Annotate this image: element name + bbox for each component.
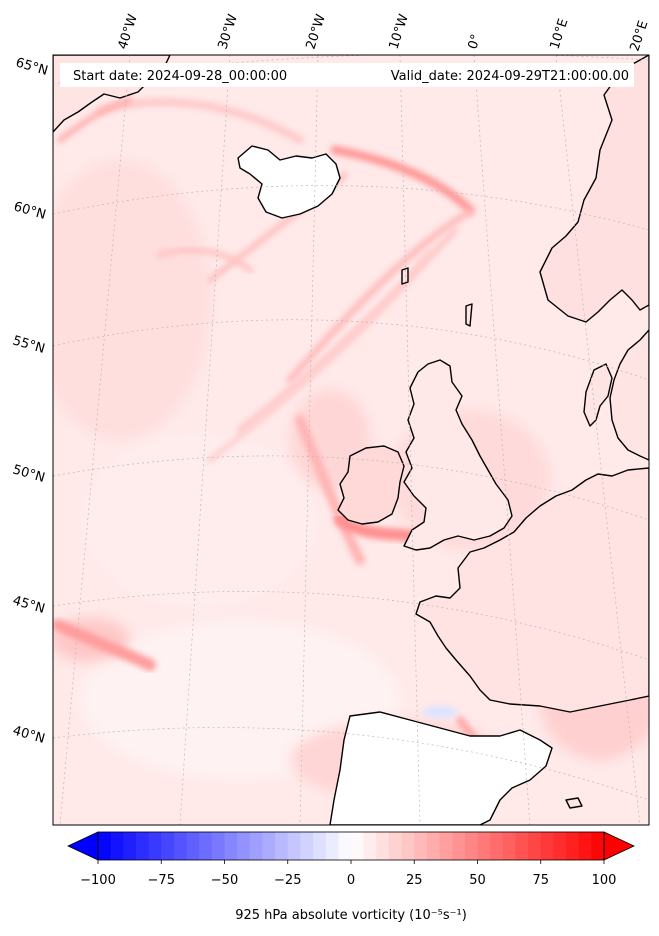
colorbar-segment [110, 832, 124, 860]
lon-label-10w: 10°W [387, 12, 412, 51]
colorbar-segment [388, 832, 403, 860]
latitude-labels: 65°N 60°N 55°N 50°N 45°N 40°N [11, 55, 50, 746]
colorbar-segment [186, 832, 200, 860]
colorbar-extend-high [603, 831, 635, 861]
colorbar-segment [515, 832, 529, 860]
colorbar-segment [490, 832, 504, 860]
scandinavia-coast [539, 55, 649, 323]
colorbar-segment [376, 832, 390, 860]
map-frame [52, 54, 650, 826]
colorbar-segment [275, 832, 289, 860]
lon-label-30w: 30°W [216, 12, 241, 51]
shetland-islands [465, 303, 473, 327]
colorbar-segment [401, 832, 415, 860]
iberia-coast [329, 711, 553, 825]
colorbar-segment [566, 832, 580, 860]
colorbar-segment [173, 832, 188, 860]
great-britain-coast [403, 359, 513, 551]
lat-label-45n: 45°N [11, 593, 47, 616]
colorbar-segment [287, 832, 301, 860]
colorbar-segment [578, 832, 592, 860]
colorbar-segment [224, 832, 238, 860]
colorbar-segment [452, 832, 466, 860]
colorbar-tick-label: −50 [211, 873, 238, 888]
colorbar-segment [237, 832, 251, 860]
colorbar-segment [135, 832, 150, 860]
colorbar-segment [363, 832, 377, 860]
colorbar-segment [414, 832, 428, 860]
lon-label-20e: 20°E [628, 19, 652, 53]
colorbar-tick-label: −25 [274, 873, 301, 888]
colorbar-label: 925 hPa absolute vorticity (10⁻⁵s⁻¹) [235, 908, 467, 923]
colorbar-segment [300, 832, 314, 860]
land-masses [53, 55, 649, 825]
colorbar-segment [199, 832, 213, 860]
colorbar-tick-label: 75 [532, 873, 549, 888]
lat-label-65n: 65°N [14, 55, 50, 78]
colorbar-segment [338, 832, 352, 860]
balearic-islands [565, 797, 583, 809]
colorbar-segment [426, 832, 441, 860]
map-panel: Start date: 2024-09-28_00:00:00 Valid_da… [53, 55, 649, 825]
faroe-islands [401, 267, 409, 285]
colorbar-segment [477, 832, 491, 860]
colorbar-segments [98, 832, 605, 860]
colorbar-extend-low [67, 831, 99, 861]
colorbar-segment [540, 832, 554, 860]
colorbar-segment [249, 832, 264, 860]
colorbar-segment [148, 832, 162, 860]
lat-label-60n: 60°N [12, 199, 48, 222]
colorbar-segment [123, 832, 137, 860]
colorbar-segment [591, 832, 605, 860]
lat-label-55n: 55°N [11, 333, 47, 356]
longitude-labels: 40°W 30°W 20°W 10°W 0° 10°E 20°E [116, 12, 652, 53]
colorbar-segment [325, 832, 339, 860]
colorbar-segment [502, 832, 517, 860]
colorbar-tick-label: 0 [347, 873, 355, 888]
lon-label-0: 0° [466, 33, 485, 52]
vorticity-bands [53, 97, 544, 777]
colorbar-tick-label: −75 [148, 873, 175, 888]
lon-label-20w: 20°W [304, 12, 329, 51]
sweden-coast [609, 329, 649, 461]
lat-label-50n: 50°N [11, 462, 47, 485]
colorbar-segment [98, 832, 112, 860]
colorbar-tick-label: 25 [406, 873, 423, 888]
colorbar-segment [313, 832, 327, 860]
colorbar-segment [262, 832, 276, 860]
colorbar-tick-label: −100 [80, 873, 116, 888]
lon-label-10e: 10°E [548, 17, 572, 51]
colorbar-segment [553, 832, 567, 860]
colorbar-segment [161, 832, 175, 860]
lon-label-40w: 40°W [116, 12, 141, 51]
start-date-label: Start date: 2024-09-28_00:00:00 [73, 69, 287, 84]
colorbar-tick-label: 50 [469, 873, 486, 888]
europe-coast [415, 467, 649, 713]
ireland-coast [337, 445, 405, 525]
denmark-coast [583, 363, 613, 427]
lat-label-40n: 40°N [11, 723, 47, 746]
colorbar: −100 −75 −50 −25 0 25 50 75 100 925 hPa absolute… [67, 831, 635, 923]
graticule [53, 55, 649, 825]
header-box [60, 63, 634, 87]
colorbar-segment [464, 832, 479, 860]
colorbar-segment [351, 832, 365, 860]
colorbar-segment [439, 832, 453, 860]
colorbar-ticks: −100 −75 −50 −25 0 25 50 75 100 [80, 860, 616, 888]
colorbar-tick-label: 100 [592, 873, 617, 888]
colorbar-segment [211, 832, 226, 860]
colorbar-segment [528, 832, 542, 860]
valid-date-label: Valid_date: 2024-09-29T21:00:00.00 [391, 69, 629, 84]
